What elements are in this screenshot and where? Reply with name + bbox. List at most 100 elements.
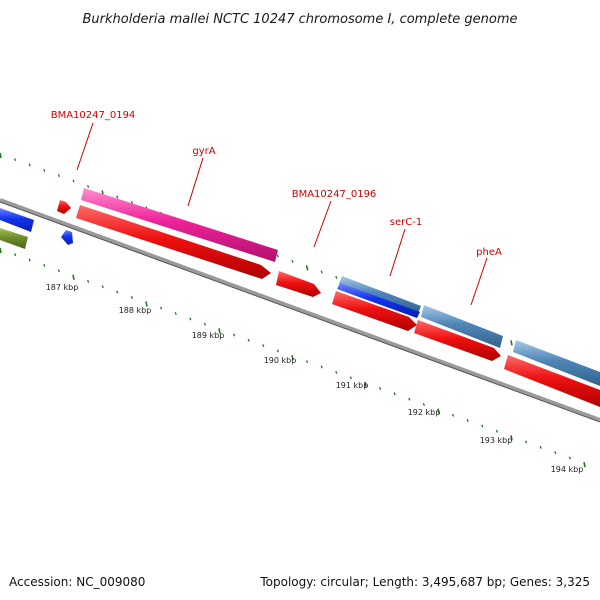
gene-label-gyrA[interactable]: gyrA: [192, 146, 215, 157]
tick-mark: [130, 200, 134, 204]
tick-mark: [393, 392, 396, 396]
tick-mark: [28, 258, 31, 262]
cds-0196-arrow[interactable]: [276, 271, 321, 297]
tick-mark: [276, 254, 280, 258]
cds-pheA-arrow[interactable]: [414, 320, 501, 361]
tick-label: 193 kbp: [480, 436, 513, 445]
feature-track-cds: [76, 205, 600, 407]
upper-tick-ring: [0, 152, 600, 376]
tick-mark: [364, 381, 367, 387]
tick-mark: [28, 163, 31, 167]
gene-label-serC[interactable]: serC-1: [390, 217, 422, 228]
tick-mark: [510, 435, 513, 441]
tick-mark: [43, 168, 46, 172]
map-title: Burkholderia mallei NCTC 10247 chromosom…: [82, 12, 517, 27]
tick-label: 191 kbp: [336, 381, 369, 390]
tick-mark: [539, 445, 542, 449]
leader-serC: [389, 228, 406, 277]
tick-mark: [13, 253, 17, 257]
accession-text: Accession: NC_009080: [9, 575, 145, 589]
lower-tick-ring: [0, 247, 586, 468]
tick-mark: [422, 402, 426, 406]
gene-left-blue-block[interactable]: [0, 208, 34, 232]
tick-label: 194 kbp: [551, 465, 584, 474]
tick-mark: [43, 263, 46, 267]
tick-mark: [305, 360, 309, 364]
tick-mark: [13, 158, 17, 162]
tick-mark: [159, 306, 163, 310]
tick-mark: [583, 461, 586, 468]
tick-label: 189 kbp: [192, 331, 225, 340]
tick-label: 187 kbp: [46, 283, 79, 292]
tick-mark: [305, 265, 309, 271]
tick-label: 190 kbp: [264, 356, 297, 365]
leader-bma0194: [76, 122, 94, 171]
tick-mark: [174, 311, 177, 315]
tick-mark: [349, 376, 353, 380]
label-leaders: [76, 122, 488, 306]
tick-mark: [116, 195, 119, 199]
tick-label: 188 kbp: [119, 306, 152, 315]
topology-summary: Topology: circular; Length: 3,495,687 bp…: [259, 575, 590, 589]
gene-label-bma0194[interactable]: BMA10247_0194: [51, 110, 136, 121]
gene-pheA-block[interactable]: [421, 305, 503, 348]
tick-mark: [378, 386, 382, 390]
tick-mark: [291, 354, 294, 361]
tick-labels: 187 kbp 188 kbp 189 kbp 190 kbp 191 kbp …: [46, 283, 584, 474]
tick-mark: [276, 349, 280, 353]
tick-mark: [335, 370, 338, 374]
gene-label-pheA[interactable]: pheA: [476, 247, 502, 258]
tick-mark: [0, 247, 2, 254]
tick-mark: [481, 424, 484, 428]
gene-serC-blue-block[interactable]: [337, 283, 420, 318]
tick-mark: [0, 152, 2, 159]
tick-mark: [86, 184, 90, 188]
leader-pheA: [470, 257, 488, 306]
tick-mark: [72, 179, 75, 183]
tick-mark: [86, 279, 90, 283]
leader-gyrA: [187, 157, 204, 207]
tick-mark: [554, 451, 557, 455]
tick-mark: [203, 322, 207, 326]
tick-mark: [57, 269, 61, 273]
tick-mark: [568, 456, 572, 460]
gene-next-block[interactable]: [513, 340, 600, 386]
gene-serC-block[interactable]: [339, 276, 421, 314]
gene-left-olive-block[interactable]: [0, 228, 28, 249]
tick-mark: [437, 408, 440, 414]
tick-mark: [291, 259, 294, 263]
tick-mark: [451, 413, 455, 417]
feature-track-outer: [0, 188, 600, 386]
cds-serC-arrow[interactable]: [332, 291, 417, 331]
tick-mark: [189, 317, 192, 321]
tick-mark: [116, 290, 119, 294]
tick-mark: [232, 333, 236, 337]
tick-mark: [408, 397, 411, 401]
tick-mark: [524, 440, 528, 444]
tick-mark: [510, 340, 513, 346]
gene-gyrA-block[interactable]: [81, 188, 278, 262]
cds-gyrA-arrow[interactable]: [76, 205, 271, 279]
tick-mark: [247, 338, 250, 342]
tick-label: 192 kbp: [408, 408, 441, 417]
tick-mark: [57, 174, 61, 178]
leader-bma0196: [313, 200, 332, 248]
cds-next-arrow[interactable]: [504, 355, 600, 407]
tick-mark: [495, 429, 499, 433]
genome-backbone: [0, 198, 600, 422]
tick-mark: [130, 295, 134, 299]
gene-small-blue-arrow[interactable]: [61, 230, 73, 245]
genome-backbone-shadow: [0, 201, 600, 423]
gene-label-bma0196[interactable]: BMA10247_0196: [292, 189, 377, 200]
tick-mark: [320, 365, 323, 369]
tick-mark: [145, 301, 148, 307]
tick-mark: [466, 419, 469, 423]
tick-mark: [335, 275, 338, 279]
tick-mark: [72, 274, 75, 280]
tick-mark: [262, 344, 265, 348]
tick-mark: [218, 328, 221, 334]
gene-small-red-arrow[interactable]: [57, 200, 71, 214]
tick-mark: [101, 285, 104, 289]
tick-mark: [320, 270, 323, 274]
